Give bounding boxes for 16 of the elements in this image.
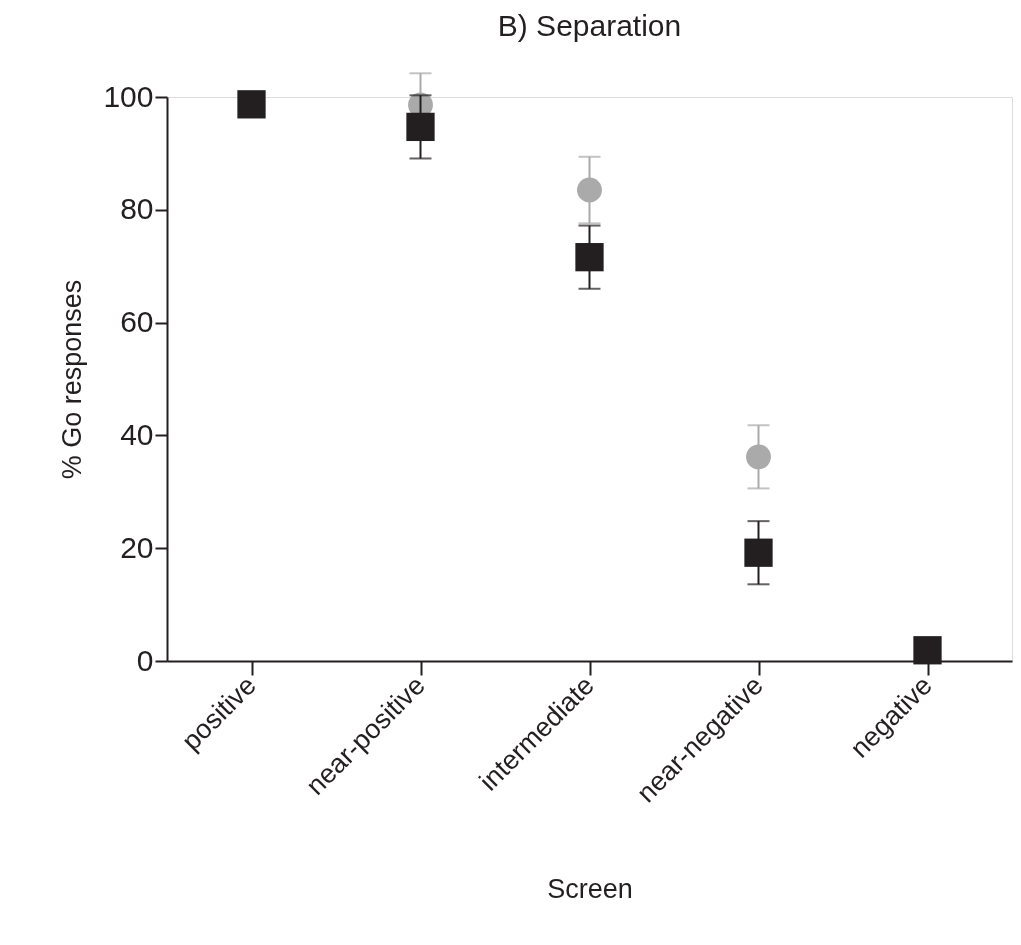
y-tick-label: 80 xyxy=(120,192,154,226)
point xyxy=(237,90,266,119)
y-tick-label: 40 xyxy=(120,417,154,451)
y-tick-label: 20 xyxy=(120,530,154,564)
y-axis-title: % Go responses xyxy=(57,279,88,480)
point xyxy=(577,177,602,203)
point xyxy=(913,636,942,665)
point xyxy=(746,444,771,470)
y-tick-label: 100 xyxy=(103,79,154,113)
chart-title: B) Separation xyxy=(497,9,682,43)
y-tick-label: 60 xyxy=(120,305,154,339)
point xyxy=(744,538,773,567)
y-tick-label: 0 xyxy=(136,643,154,677)
point xyxy=(406,112,435,142)
x-axis-title: Screen xyxy=(547,874,633,905)
point xyxy=(575,243,604,272)
